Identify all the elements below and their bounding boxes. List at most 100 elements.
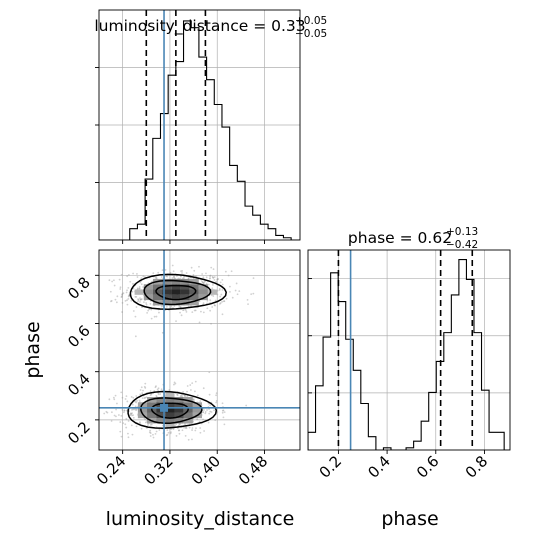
sample-point — [129, 414, 132, 417]
sample-point — [223, 300, 226, 303]
density-cell — [156, 418, 166, 424]
sample-point — [177, 429, 180, 432]
sample-point — [236, 293, 239, 296]
sample-point — [220, 293, 223, 296]
sample-point — [214, 299, 217, 302]
sample-point — [192, 398, 195, 401]
density-cell — [143, 284, 153, 290]
density-cell — [183, 412, 193, 419]
sample-point — [206, 409, 208, 411]
sample-point — [127, 297, 130, 300]
sample-point — [137, 298, 139, 301]
sample-point — [238, 290, 241, 293]
sample-point — [173, 277, 176, 280]
sample-point — [215, 280, 218, 283]
sample-point — [202, 311, 205, 314]
sample-point — [161, 269, 164, 272]
sample-point — [130, 299, 133, 302]
sample-point — [153, 315, 156, 318]
contour-line — [127, 390, 218, 429]
sample-point — [114, 298, 117, 301]
sample-point — [127, 436, 130, 439]
joint-y-tick-label: 0.4 — [64, 370, 94, 400]
density-cell — [192, 407, 203, 413]
sample-point — [180, 314, 183, 317]
sample-point — [149, 423, 152, 426]
sample-point — [135, 401, 138, 404]
sample-point — [215, 392, 218, 395]
sample-point — [208, 277, 211, 280]
sample-point — [139, 422, 141, 425]
sample-point — [191, 427, 194, 429]
sample-point — [139, 298, 142, 301]
sample-point — [125, 291, 128, 294]
sample-point — [152, 433, 154, 436]
sample-point — [234, 289, 237, 292]
sample-point — [125, 395, 128, 398]
sample-point — [125, 409, 128, 412]
density-cell — [165, 402, 175, 408]
density-cell — [189, 278, 199, 285]
sample-point — [134, 408, 137, 411]
sample-point — [176, 275, 178, 277]
sample-point — [172, 270, 175, 273]
sample-point — [205, 272, 207, 275]
y-axis-label-phase: phase — [22, 321, 44, 378]
sample-point — [150, 308, 153, 311]
sample-point — [179, 306, 182, 309]
sample-point — [219, 295, 222, 298]
sample-point — [230, 270, 233, 273]
sample-point — [215, 394, 217, 397]
sample-point — [131, 412, 133, 415]
sample-point — [149, 394, 152, 396]
sample-point — [223, 411, 226, 414]
density-cell — [174, 412, 184, 419]
density-cell — [152, 294, 163, 301]
density-cell — [134, 289, 144, 295]
phase-x-tick-label: 0.4 — [364, 452, 394, 482]
sample-point — [122, 422, 125, 425]
sample-point — [212, 268, 215, 271]
density-cell — [189, 294, 199, 301]
luminosity-distance-histogram — [99, 20, 300, 240]
sample-point — [212, 295, 215, 297]
joint-grid — [99, 250, 300, 450]
sample-point — [250, 293, 253, 296]
joint-ticks: 0.24 0.32 0.40 0.48 0.2 0.4 0.6 0.8 — [64, 273, 271, 488]
sample-point — [173, 383, 175, 386]
sample-point — [121, 396, 124, 399]
sample-point — [142, 286, 145, 288]
sample-point — [141, 392, 144, 394]
sample-point — [203, 409, 205, 411]
sample-point — [126, 400, 129, 403]
sample-point — [191, 311, 194, 314]
sample-point — [122, 411, 125, 414]
sample-point — [149, 432, 152, 434]
sample-point — [110, 411, 113, 414]
sample-point — [202, 418, 204, 421]
sample-point — [127, 432, 129, 435]
sample-point — [192, 398, 195, 401]
sample-point — [165, 275, 168, 278]
density-cell — [165, 412, 175, 419]
sample-point — [150, 393, 153, 396]
sample-point — [229, 290, 231, 293]
sample-point — [154, 433, 157, 435]
sample-point — [135, 295, 138, 298]
sample-point — [143, 301, 145, 304]
density-cell — [183, 418, 193, 424]
phase-x-tick-label: 0.6 — [413, 452, 443, 482]
sample-point — [138, 421, 141, 424]
sample-point — [140, 283, 143, 286]
sample-point — [174, 424, 176, 427]
sample-point — [178, 423, 181, 425]
sample-point — [221, 283, 224, 286]
sample-point — [216, 278, 219, 281]
sample-point — [129, 412, 132, 415]
sample-point — [103, 412, 106, 415]
density-cell — [152, 284, 163, 290]
sample-point — [123, 409, 126, 412]
x-axis-label-luminosity-distance: luminosity_distance — [106, 508, 295, 530]
sample-point — [247, 303, 249, 306]
sample-point — [179, 275, 182, 278]
